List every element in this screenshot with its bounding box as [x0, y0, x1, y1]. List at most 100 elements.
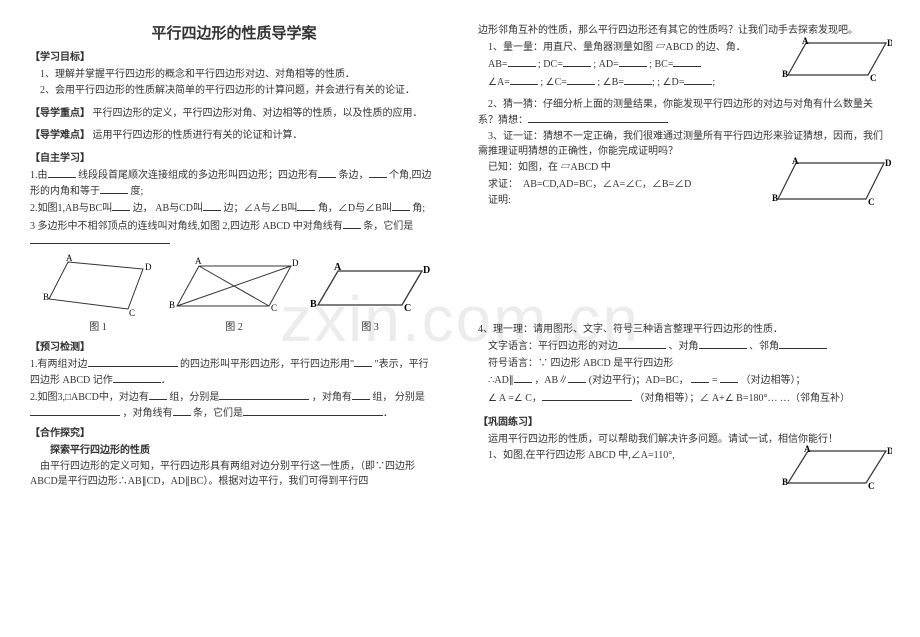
sl1b: ，AB∥ [534, 375, 568, 386]
self-2d: 角，∠D与∠B叫 [318, 203, 392, 214]
fig-1: A D C B [30, 254, 166, 316]
svg-text:C: C [404, 303, 411, 314]
blank [352, 390, 370, 400]
practice-intro: 运用平行四边形的性质，可以帮助我们解决许多问题。请试一试，相信你能行！ [478, 433, 892, 448]
blank [30, 406, 120, 416]
sym-line1: ∴AD∥ ，AB∥ (对边平行)；AD=BC， = （对边相等）； [478, 373, 892, 389]
figure-labels: 图 1 图 2 图 3 [30, 318, 438, 333]
blank [149, 390, 167, 400]
blank [343, 219, 361, 229]
fig-label-1: 图 1 [89, 318, 107, 333]
practice-head: 【巩固练习】 [478, 416, 892, 431]
diff-text: 运用平行四边形的性质进行有关的论证和计算． [93, 130, 303, 141]
svg-text:D: D [887, 446, 892, 456]
sl1d: = [712, 375, 718, 386]
self-3: 3 多边形中不相邻顶点的连线叫对角线,如图 2,四边形 ABCD 中对角线有 条… [30, 219, 438, 250]
two-column-layout: 平行四边形的性质导学案 【学习目标】 1、理解并掌握平行四边形的概念和平行四边形… [0, 0, 920, 637]
tla: 文字语言：平行四边形的对边 [488, 341, 618, 352]
self-2c: 边；∠A与∠B叫 [224, 203, 298, 214]
svg-text:D: D [423, 265, 430, 276]
pre1a: 1.有两组对边 [30, 359, 88, 370]
page: zxin.com.cn 平行四边形的性质导学案 【学习目标】 1、理解并掌握平行… [0, 0, 920, 637]
self-1c: 条边， [339, 170, 369, 181]
coop-sub: 探索平行四边形的性质 [30, 444, 438, 459]
sl1: ∴AD∥ [488, 375, 514, 386]
s2a: ∠A= [488, 77, 510, 88]
svg-text:C: C [868, 197, 875, 207]
text-lang: 文字语言：平行四边形的对边 、对角 、邻角 [478, 339, 892, 355]
self-1: 1.由 线段段首尾顺次连接组成的多边形叫四边形；四边形有 条边， 个角,四边形的… [30, 168, 438, 199]
fig-label-2: 图 2 [225, 318, 243, 333]
pre2g: 条，它们是 [193, 408, 243, 419]
sl2a: ∠ A =∠ C， [488, 393, 542, 404]
right-column: 边形邻角互补的性质，那么平行四边形还有其它的性质吗？让我们动手去探索发现吧。 A… [460, 0, 920, 637]
pre-2: 2.如图3,□ABCD中，对边有 组，分别是 ，对角有 组， 分别是 ，对角线有… [30, 390, 438, 421]
coop-head: 【合作探究】 [30, 427, 438, 442]
blank [673, 57, 701, 67]
proof-space [478, 211, 892, 321]
focus-line: 【导学重点】 平行四边形的定义，平行四边形对角、对边相等的性质，以及性质的应用． [30, 107, 438, 122]
s2b: ; ∠C= [540, 77, 567, 88]
page-title: 平行四边形的性质导学案 [30, 22, 438, 43]
svg-text:C: C [868, 481, 875, 491]
sort-head: 4、理一理：请用图形、文字、符号三种语言整理平行四边形的性质． [478, 323, 892, 338]
svg-text:B: B [782, 69, 788, 79]
blank [392, 201, 410, 211]
self-1e: 度; [131, 186, 144, 197]
blank [684, 75, 712, 85]
svg-text:A: A [66, 254, 73, 263]
blank [243, 406, 383, 416]
svg-text:D: D [887, 38, 892, 48]
sym-line2: ∠ A =∠ C， （对角相等）；∠ A+∠ B=180°… …（邻角互补） [478, 391, 892, 407]
measure-figure: A D B C [782, 37, 892, 86]
fig3-svg: A D B C [310, 261, 430, 316]
pre1b: 的四边形叫平形四边形，平行四边形用" [180, 359, 354, 370]
diff-head: 【导学难点】 [30, 130, 90, 141]
step2: 2、猜一猜：仔细分析上面的测量结果，你能发现平行四边形的对边与对角有什么数量关系… [478, 98, 892, 128]
s1a: AB= [488, 59, 508, 70]
blank [112, 201, 130, 211]
self-2: 2.如图1,AB与BC叫 边， AB与CD叫 边；∠A与∠B叫 角，∠D与∠B叫… [30, 201, 438, 217]
self-3b: 条，它们是 [363, 221, 413, 232]
goal-head: 【学习目标】 [30, 51, 438, 66]
step3: 3、证一证：猜想不一定正确，我们很难通过测量所有平行四边形来验证猜想，因而，我们… [478, 130, 892, 159]
goal-1: 1、理解并掌握平行四边形的概念和平行四边形对边、对角相等的性质． [30, 68, 438, 83]
blank [691, 373, 709, 383]
svg-text:A: A [195, 256, 202, 266]
goal-2: 2、会用平行四边形的性质解决简单的平行四边形的计算问题，并会进行有关的论证． [30, 84, 438, 99]
blank [113, 373, 161, 383]
self-2e: 角; [412, 203, 425, 214]
svg-text:B: B [169, 300, 175, 310]
focus-head: 【导学重点】 [30, 108, 90, 119]
figure-row: A D C B A D B C [30, 254, 438, 316]
blank [30, 234, 170, 244]
svg-text:B: B [782, 477, 788, 487]
pre-1: 1.有两组对边 的四边形叫平形四边形，平行四边形用" "表示，平行四边形 ABC… [30, 357, 438, 388]
blank [100, 184, 128, 194]
blank [173, 406, 191, 416]
s2d: ; ∠D= [657, 77, 684, 88]
fig2-svg: A D B C [169, 256, 299, 316]
pre-head: 【预习检测】 [30, 341, 438, 356]
svg-text:D: D [885, 158, 892, 168]
s2c: ; ∠B= [597, 77, 624, 88]
proof-figure: A D B C [772, 157, 892, 210]
blank [618, 339, 666, 349]
fig-label-3: 图 3 [361, 318, 379, 333]
svg-text:B: B [310, 299, 317, 310]
blank [318, 168, 336, 178]
blank [297, 201, 315, 211]
fig-2: A D B C [166, 256, 302, 316]
self-2b: 边， AB与CD叫 [133, 203, 203, 214]
svg-text:A: A [792, 157, 799, 166]
blank [510, 75, 538, 85]
blank [779, 339, 827, 349]
blank [619, 57, 647, 67]
self-1a: 1.由 [30, 170, 48, 181]
blank [568, 373, 586, 383]
blank [203, 201, 221, 211]
self-head: 【自主学习】 [30, 152, 438, 167]
blank [624, 75, 652, 85]
s1b: ; DC= [538, 59, 563, 70]
blank [567, 75, 595, 85]
